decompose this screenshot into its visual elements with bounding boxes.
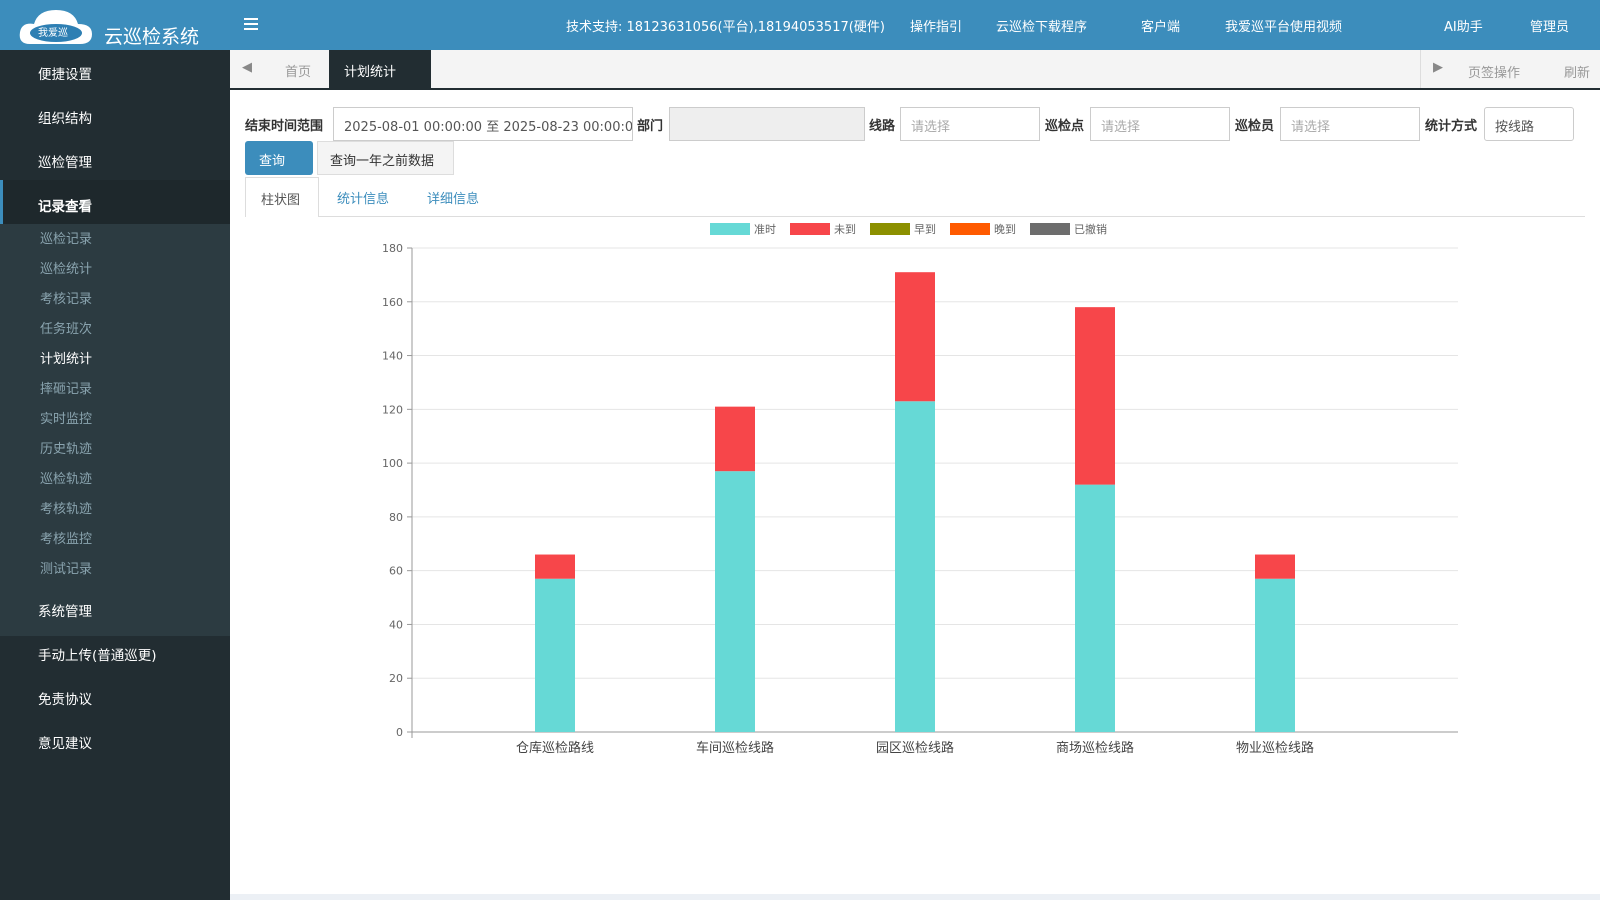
filter-label: 统计方式	[1425, 119, 1478, 134]
y-tick-label: 40	[389, 618, 403, 631]
content-tabs-line	[245, 216, 1585, 217]
filter-label: 部门	[637, 119, 664, 134]
submenu-item[interactable]: 巡检轨迹	[40, 472, 93, 487]
menu-item[interactable]: 手动上传(普通巡更)	[38, 648, 157, 664]
y-tick-label: 100	[382, 457, 403, 470]
filter-label: 巡检点	[1045, 119, 1085, 134]
submenu-bg	[0, 224, 230, 636]
active-tab-bg	[329, 50, 431, 90]
y-tick-label: 80	[389, 511, 403, 524]
tab-right[interactable]: ▶	[1420, 50, 1460, 88]
legend-swatch	[790, 223, 830, 235]
y-tick-label: 60	[389, 565, 403, 578]
legend-swatch	[950, 223, 990, 235]
legend-label: 已撤销	[1074, 222, 1107, 236]
filter-label: 结束时间范围	[245, 119, 324, 134]
active-menu-bg	[0, 180, 230, 224]
header-link[interactable]: 我爱巡平台使用视频	[1225, 20, 1343, 35]
legend-label: 早到	[914, 223, 936, 236]
tab-action[interactable]: 页签操作	[1468, 66, 1521, 81]
y-tick-label: 180	[382, 242, 403, 255]
header-link[interactable]: 云巡检下载程序	[996, 20, 1088, 35]
submenu-item[interactable]: 计划统计	[40, 352, 93, 367]
dept-input[interactable]	[669, 107, 865, 141]
submenu-item[interactable]: 测试记录	[40, 562, 93, 577]
tab-active[interactable]: 计划统计	[344, 65, 397, 80]
filter-label: 巡检员	[1235, 119, 1275, 134]
x-tick-label: 物业巡检线路	[1236, 740, 1314, 756]
chart: 0 20 40 60 80 100 120 140 160 180 准时 未到 早到 晚到 已撤销仓库巡检路…	[382, 222, 1458, 756]
y-tick-label: 140	[382, 350, 403, 363]
header-link[interactable]: 管理员	[1530, 20, 1570, 35]
sidebar: 便捷设置组织结构巡检管理记录查看巡检记录巡检统计考核记录任务班次计划统计摔砸记录…	[0, 50, 230, 900]
content-tab[interactable]: 统计信息	[337, 192, 390, 207]
submenu-item[interactable]: 考核记录	[40, 292, 93, 307]
y-tick-label: 0	[396, 726, 403, 739]
menu-item[interactable]: 记录查看	[38, 199, 92, 215]
submenu-item[interactable]: 考核监控	[40, 532, 93, 547]
logo-badge: 我爱巡	[38, 28, 68, 39]
mode-select[interactable]: 按线路	[1484, 107, 1574, 141]
bar-segment	[1075, 484, 1115, 732]
submenu-item[interactable]: 巡检记录	[40, 232, 93, 247]
select[interactable]: 请选择	[1090, 107, 1230, 141]
bar-segment	[895, 272, 935, 402]
menu-item[interactable]: 组织结构	[38, 111, 92, 127]
x-tick-label: 车间巡检线路	[696, 740, 774, 756]
x-tick-label: 商场巡检线路	[1056, 740, 1134, 756]
app-title: 云巡检系统	[104, 26, 200, 48]
menu-item[interactable]: 免责协议	[38, 692, 92, 708]
bar-segment	[1255, 554, 1295, 579]
y-tick-label: 20	[389, 672, 403, 685]
footer-strip	[230, 894, 1600, 900]
tab[interactable]: 首页	[285, 65, 312, 80]
submenu-item[interactable]: 考核轨迹	[40, 502, 93, 517]
bar-segment	[715, 406, 755, 472]
filter-label: 线路	[869, 119, 896, 134]
select[interactable]: 请选择	[1280, 107, 1420, 141]
legend-swatch	[710, 223, 750, 235]
submenu-item[interactable]: 任务班次	[40, 322, 93, 337]
bar-segment	[1255, 578, 1295, 732]
menu-item[interactable]: 巡检管理	[38, 155, 92, 171]
tab-left[interactable]: ◀	[242, 60, 252, 75]
legend-swatch	[870, 223, 910, 235]
bar-segment	[895, 401, 935, 732]
query-button[interactable]: 查询	[245, 141, 313, 175]
bar-segment	[1075, 307, 1115, 485]
select[interactable]: 请选择	[900, 107, 1040, 141]
content-tab-active[interactable]: 柱状图	[245, 177, 319, 217]
header-bar: 我爱巡 云巡检系统 技术支持: 18123631056(平台),18194053…	[0, 0, 1600, 50]
x-tick-label: 园区巡检线路	[876, 740, 954, 756]
history-button[interactable]: 查询一年之前数据	[317, 141, 454, 175]
tab-action[interactable]: 刷新	[1564, 66, 1591, 81]
date-input[interactable]: 2025-08-01 00:00:00 至 2025-08-23 00:00:0	[333, 107, 633, 141]
submenu-item[interactable]: 摔砸记录	[40, 382, 93, 397]
header-link[interactable]: 操作指引	[910, 20, 963, 35]
menu-item[interactable]: 意见建议	[38, 736, 92, 752]
tab-bar: ◀ ▶	[230, 50, 1600, 90]
submenu-item[interactable]: 巡检统计	[40, 262, 93, 277]
menu-toggle[interactable]	[244, 18, 258, 30]
header-link[interactable]: 客户端	[1141, 20, 1181, 35]
logo-cloud	[19, 10, 92, 44]
y-tick-label: 160	[382, 296, 403, 309]
submenu-item[interactable]: 实时监控	[40, 412, 93, 427]
support-text: 技术支持: 18123631056(平台),18194053517(硬件)	[566, 20, 885, 35]
menu-item[interactable]: 系统管理	[38, 604, 92, 620]
header-link[interactable]: AI助手	[1444, 20, 1483, 35]
bar-segment	[535, 554, 575, 579]
submenu-item[interactable]: 历史轨迹	[40, 442, 93, 457]
legend-label: 未到	[834, 223, 856, 236]
content-tab[interactable]: 详细信息	[427, 192, 480, 207]
legend-label: 准时	[754, 223, 776, 236]
bar-segment	[535, 578, 575, 732]
bar-segment	[715, 471, 755, 732]
y-tick-label: 120	[382, 403, 403, 416]
x-tick-label: 仓库巡检路线	[516, 740, 594, 756]
menu-item[interactable]: 便捷设置	[38, 67, 92, 83]
legend-label: 晚到	[994, 223, 1016, 236]
legend-swatch	[1030, 223, 1070, 235]
